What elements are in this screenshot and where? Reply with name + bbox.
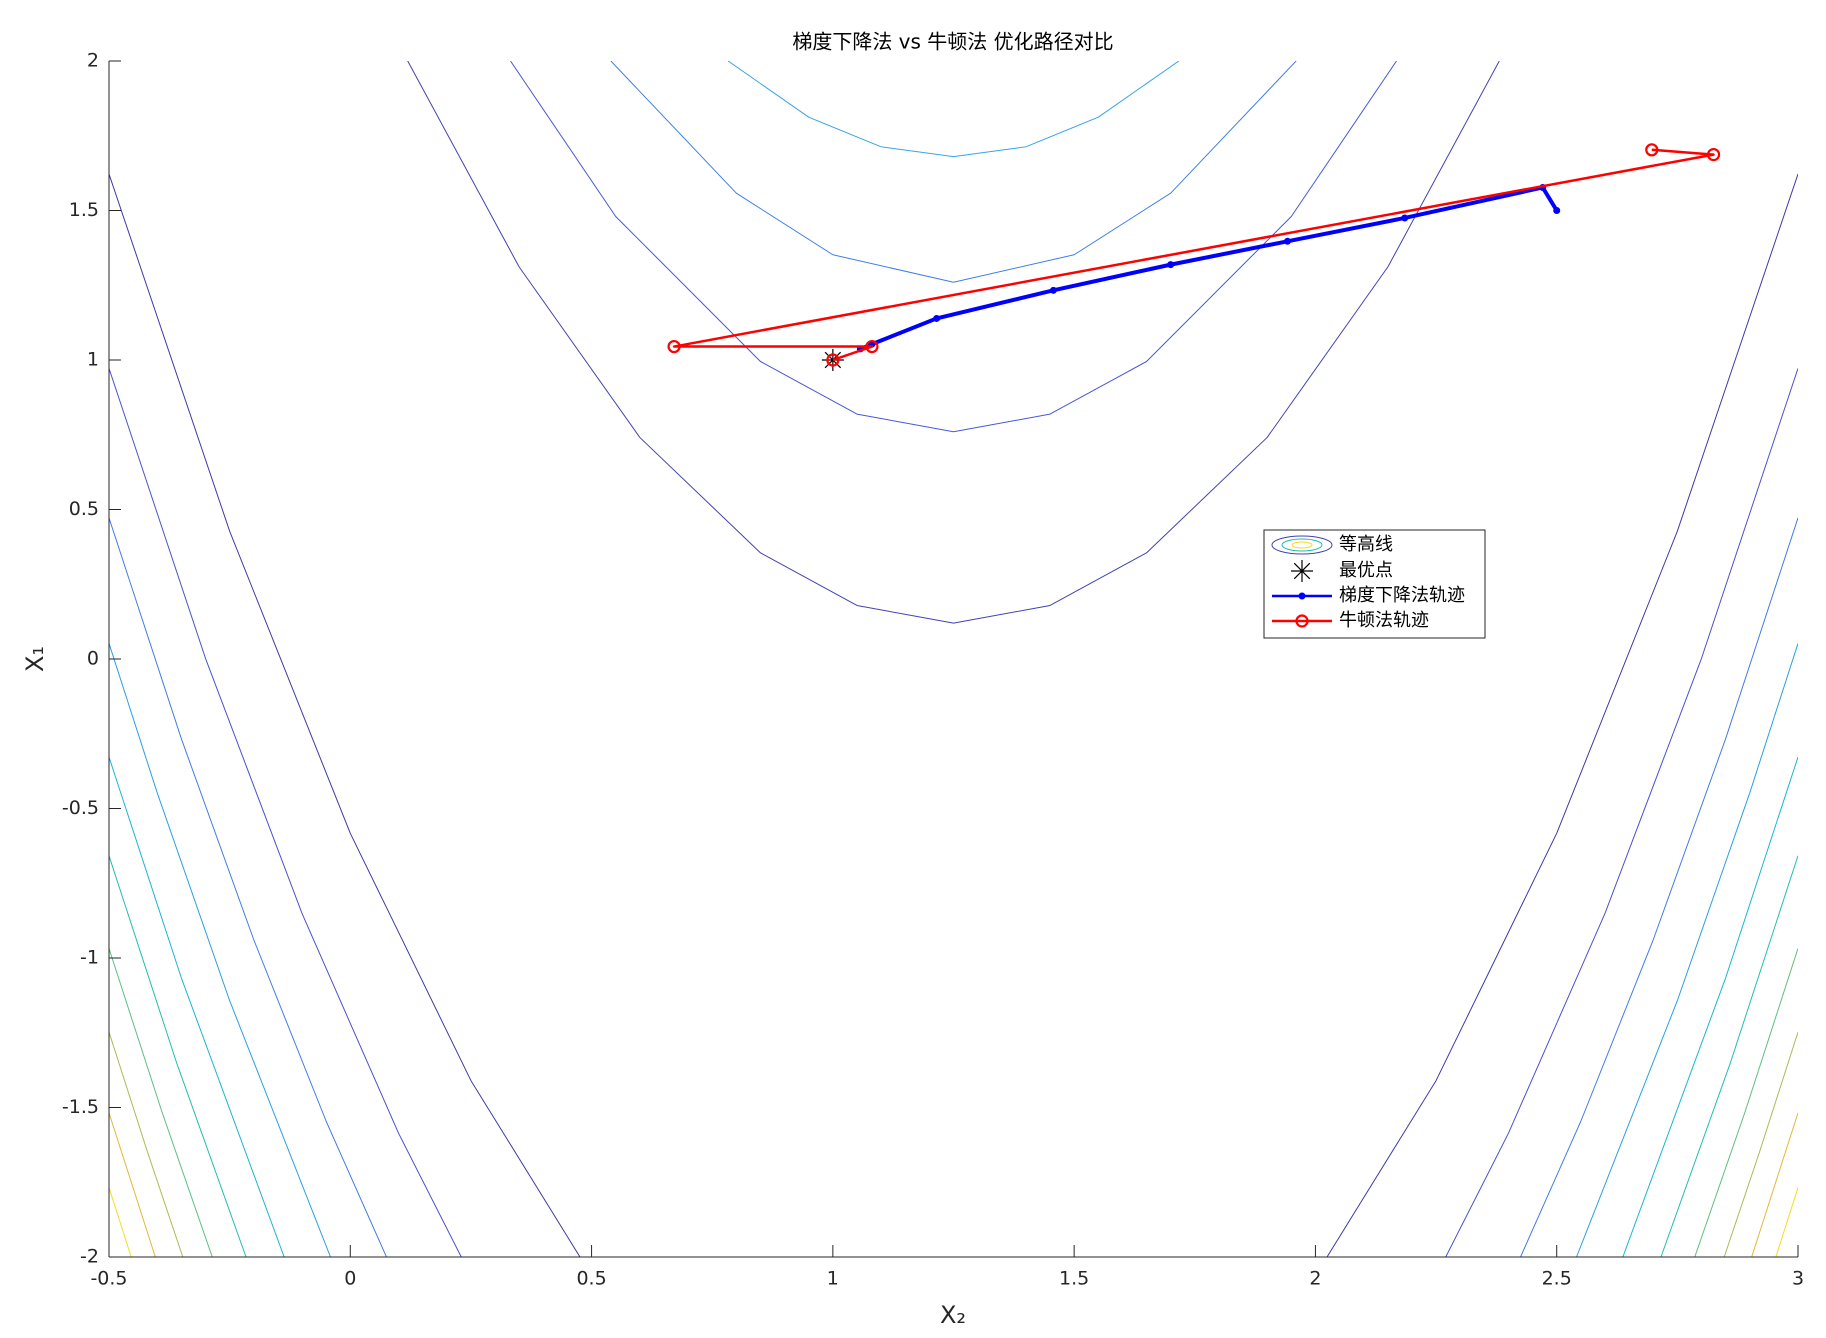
x-tick-label: 0 [344, 1268, 356, 1290]
y-tick-label: 1 [87, 349, 99, 371]
contour-line [109, 756, 285, 1257]
contour-line [109, 1112, 156, 1257]
x-tick-label: 1.5 [1059, 1268, 1089, 1290]
legend-label: 等高线 [1339, 534, 1393, 555]
y-tick-label: 1.5 [69, 199, 99, 221]
dot-marker [933, 314, 941, 322]
x-tick-label: 0.5 [576, 1268, 606, 1290]
circle-marker [1706, 147, 1721, 162]
plot-area [109, 61, 1798, 1257]
contour-line [109, 1031, 184, 1257]
contour-line [109, 855, 247, 1257]
legend-contour-icon [1271, 535, 1333, 555]
legend-label: 梯度下降法轨迹 [1339, 585, 1465, 606]
contour-line [1576, 643, 1798, 1257]
contour-line [1520, 517, 1798, 1257]
dot-marker [1298, 592, 1306, 600]
x-tick-label: 1 [827, 1268, 839, 1290]
dot-marker [1283, 237, 1291, 245]
y-tick-label: -0.5 [62, 797, 99, 819]
dot-marker [1049, 286, 1057, 294]
star-marker [821, 349, 844, 371]
contour-line [1751, 1112, 1798, 1257]
contour-line [1445, 368, 1798, 1257]
dot-marker [1553, 207, 1561, 214]
circle-marker [826, 353, 840, 367]
circle-marker [1645, 143, 1659, 157]
dot-marker [1167, 261, 1175, 269]
y-tick-label: 0 [87, 648, 99, 670]
y-tick-label: -1.5 [62, 1096, 99, 1118]
contour-line [727, 61, 1180, 158]
contour-line [1660, 855, 1798, 1257]
contour-line [109, 1187, 132, 1257]
contour-line [407, 61, 1500, 624]
x-tick-label: 2 [1309, 1268, 1321, 1290]
legend-contour-icon [1281, 538, 1323, 552]
contour-line [109, 643, 331, 1257]
contour-line [1622, 756, 1798, 1257]
contour-line [610, 61, 1297, 283]
y-tick-label: -2 [80, 1246, 99, 1268]
x-tick-label: 3 [1792, 1268, 1804, 1290]
star-marker [1291, 560, 1313, 582]
trajectory-line [672, 148, 1715, 362]
x-axis-label: X₂ [940, 1301, 966, 1329]
circle-marker [667, 339, 681, 354]
contour-line [109, 948, 213, 1257]
chart-title: 梯度下降法 vs 牛顿法 优化路径对比 [792, 30, 1113, 54]
contour-line [1775, 1187, 1798, 1257]
y-tick-label: 2 [87, 50, 99, 72]
axes: -0.5 0 0.5 1 1.5 2 2.5 3 -2 -1.5 -1 -0.5 0 0.5 1 1.5 2 [62, 50, 1804, 1290]
contour-line [1326, 173, 1798, 1257]
circle-marker [1295, 614, 1309, 628]
y-tick-label: 0.5 [69, 498, 99, 520]
contour-line [109, 517, 387, 1257]
contour-line [510, 61, 1397, 433]
y-axis-label: X₁ [21, 646, 49, 672]
x-tick-label: -0.5 [90, 1268, 127, 1290]
contour-line [109, 173, 581, 1257]
circle-marker [865, 339, 879, 354]
legend-label: 最优点 [1339, 560, 1393, 581]
legend-label: 牛顿法轨迹 [1339, 610, 1429, 631]
dot-marker [1401, 214, 1409, 222]
contour-line [109, 368, 462, 1257]
contour-line [1723, 1031, 1798, 1257]
y-tick-label: -1 [80, 947, 99, 969]
x-tick-label: 2.5 [1542, 1268, 1572, 1290]
contour-line [1694, 948, 1798, 1257]
legend-contour-icon [1291, 541, 1313, 549]
